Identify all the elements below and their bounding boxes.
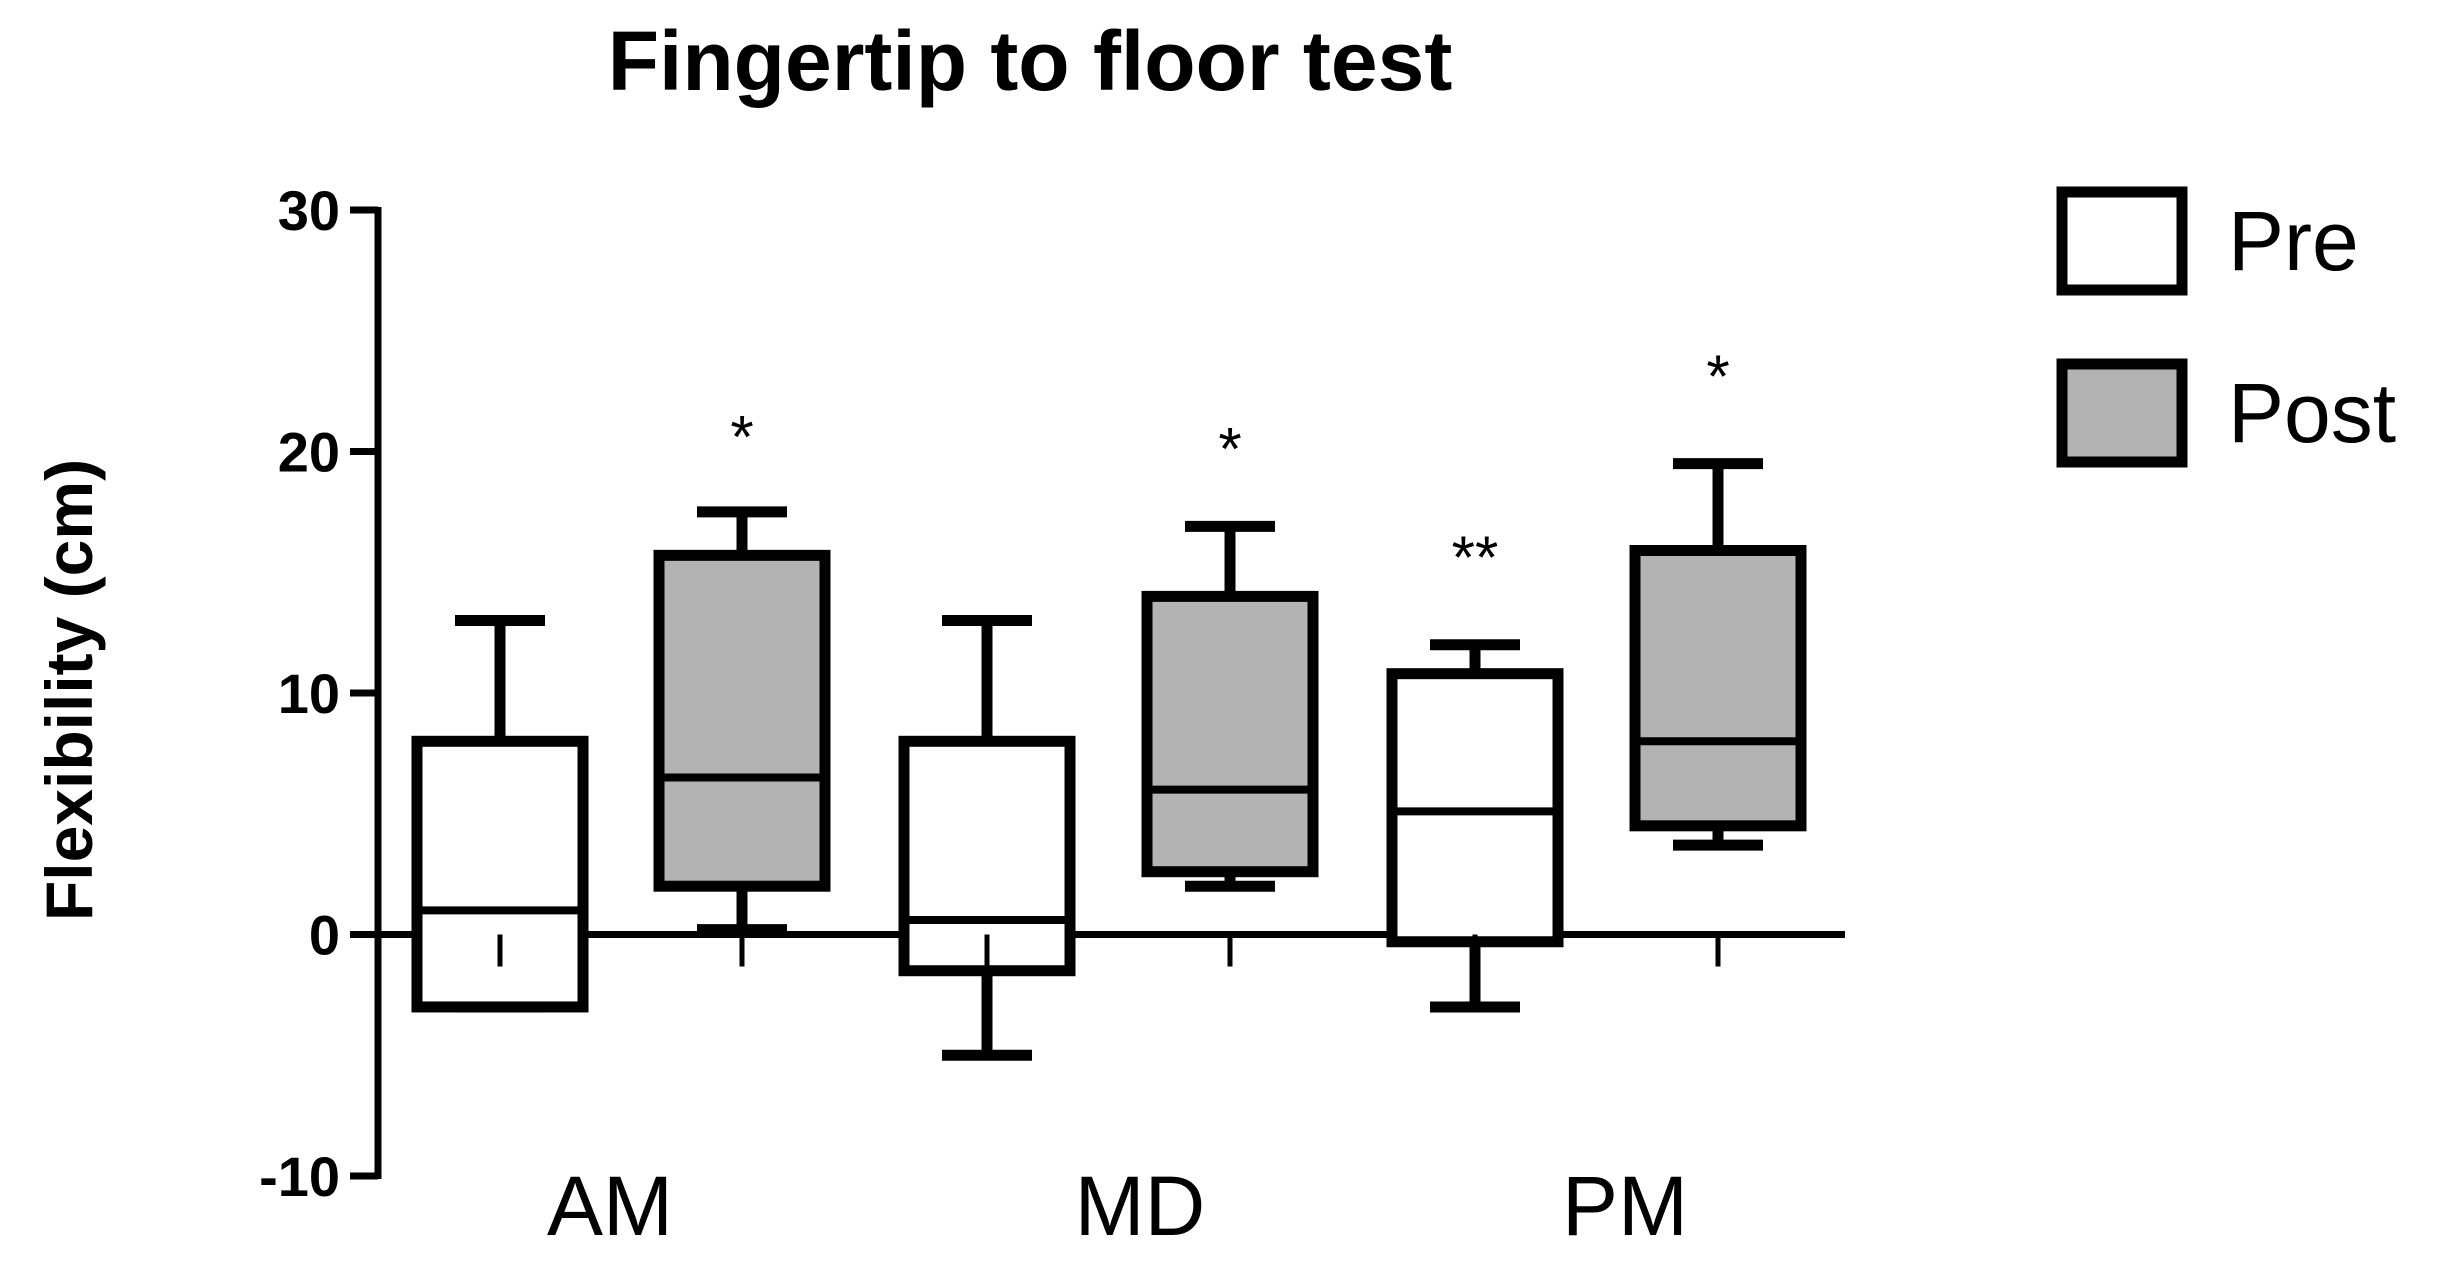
legend-item-pre: Pre (2056, 186, 2359, 296)
y-tick-label: 30 (278, 179, 340, 242)
chart-title: Fingertip to floor test (608, 14, 1453, 108)
legend-item-post: Post (2056, 358, 2396, 468)
box-pre-pm (1386, 639, 1564, 1013)
y-axis-label: Flexibility (cm) (32, 459, 106, 921)
box-body (1629, 545, 1807, 832)
box-post-md (1141, 520, 1319, 967)
box-body (898, 735, 1076, 977)
box-post-am (653, 506, 831, 967)
legend-label: Pre (2228, 194, 2359, 288)
y-tick-label: -10 (259, 1145, 340, 1208)
legend-swatch (2056, 186, 2188, 296)
box-pre-am (411, 615, 589, 1013)
box-body (411, 735, 589, 1013)
legend: Pre Post (2056, 186, 2396, 468)
significance-marker: ** (1452, 524, 1499, 591)
y-tick-label: 0 (309, 904, 340, 967)
y-tick-label: 10 (278, 662, 340, 725)
box-body (1141, 590, 1319, 878)
significance-marker: * (1706, 343, 1729, 410)
y-ticks: -10 0 10 20 30 (259, 179, 378, 1208)
boxes (411, 458, 1807, 1061)
x-category-label: AM (547, 1159, 673, 1253)
significance-marker: * (1218, 415, 1241, 482)
y-tick-label: 20 (278, 421, 340, 484)
box-post-pm (1629, 458, 1807, 967)
annotations: * **** (730, 343, 1729, 591)
box-pre-md (898, 615, 1076, 1061)
x-category-label: PM (1562, 1159, 1688, 1253)
legend-label: Post (2228, 366, 2396, 460)
x-labels: AM MD PM (547, 1159, 1688, 1253)
significance-marker: * (730, 403, 753, 470)
box-body (653, 549, 831, 892)
legend-swatch (2056, 358, 2188, 468)
x-category-label: MD (1075, 1159, 1206, 1253)
